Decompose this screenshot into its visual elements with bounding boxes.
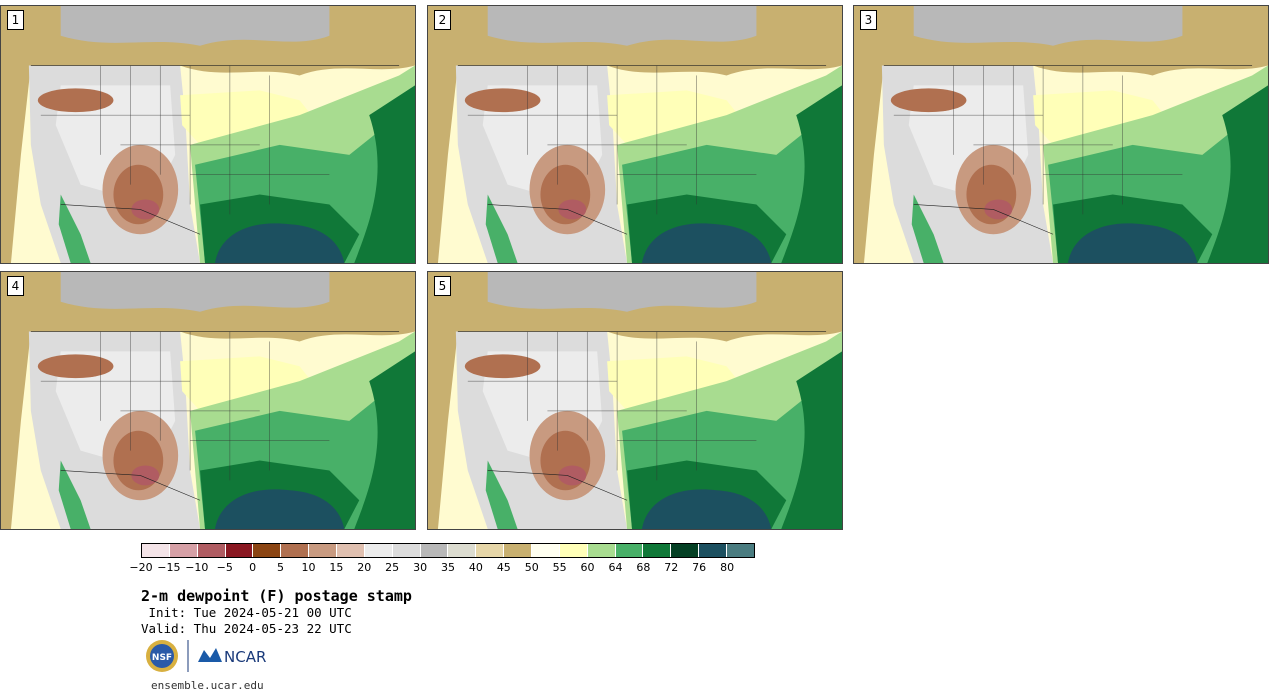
colorbar-tick-label: −5 (216, 561, 233, 574)
colorbar-tick-label: 72 (664, 561, 679, 574)
colorbar-swatch (615, 544, 644, 557)
colorbar-swatch (364, 544, 393, 557)
colorbar-swatch (699, 544, 728, 557)
colorbar-tick-label: 30 (413, 561, 428, 574)
colorbar-tick-label: 64 (608, 561, 623, 574)
colorbar-tick-label: 20 (357, 561, 372, 574)
map-panel-1[interactable]: 1 (0, 5, 416, 264)
colorbar-tick-label: 50 (524, 561, 539, 574)
panel-label: 2 (434, 10, 451, 30)
dewpoint-map (1, 6, 415, 263)
colorbar-swatch (420, 544, 449, 557)
svg-text:NSF: NSF (152, 653, 172, 663)
panel-label: 5 (434, 276, 451, 296)
colorbar-tick-label: 15 (329, 561, 344, 574)
colorbar-tick-label: 25 (385, 561, 400, 574)
colorbar-swatch (337, 544, 365, 557)
colorbar-tick-label: 0 (249, 561, 257, 574)
map-panel-3[interactable]: 3 (853, 5, 1269, 264)
map-panel-4[interactable]: 4 (0, 271, 416, 530)
colorbar-tick-label: 35 (441, 561, 455, 574)
init-time: Init: Tue 2024-05-21 00 UTC (141, 605, 352, 620)
colorbar-swatch (197, 544, 226, 557)
colorbar-swatch (309, 544, 338, 557)
colorbar-swatch (225, 544, 254, 557)
colorbar-swatch (504, 544, 533, 557)
colorbar-swatch (392, 544, 421, 557)
colorbar-ticks: −20 −15 −10 −5 0 5 10 15 20 25 30 35 40 45 50 55 60 64 68 7… (129, 561, 755, 575)
colorbar-tick-label: 80 (720, 561, 735, 574)
nsf-ncar-logo: NSF NCAR (146, 640, 266, 672)
panel-label: 4 (7, 276, 24, 296)
colorbar-swatch (532, 544, 560, 557)
panel-label: 3 (860, 10, 877, 30)
colorbar-tick-label: 68 (636, 561, 651, 574)
website-url[interactable]: ensemble.ucar.edu (151, 679, 264, 692)
colorbar-tick-label: −20 (129, 561, 153, 574)
panel-label: 1 (7, 10, 24, 30)
dewpoint-map (428, 6, 842, 263)
colorbar (141, 543, 755, 558)
colorbar-tick-label: 45 (496, 561, 511, 574)
colorbar-swatch (587, 544, 616, 557)
colorbar-tick-label: 5 (277, 561, 285, 574)
colorbar-tick-label: −10 (185, 561, 209, 574)
map-panel-2[interactable]: 2 (427, 5, 843, 264)
map-panel-5[interactable]: 5 (427, 271, 843, 530)
colorbar-swatch (476, 544, 505, 557)
colorbar-tick-label: 76 (692, 561, 707, 574)
dewpoint-map (428, 272, 842, 529)
colorbar-swatch (253, 544, 282, 557)
figure-title: 2-m dewpoint (F) postage stamp (141, 587, 412, 605)
colorbar-tick-label: 60 (580, 561, 595, 574)
colorbar-swatch (142, 544, 170, 557)
dewpoint-map (1, 272, 415, 529)
colorbar-swatch (671, 544, 700, 557)
colorbar-tick-label: 55 (552, 561, 567, 574)
colorbar-swatch (281, 544, 310, 557)
colorbar-swatch (559, 544, 588, 557)
colorbar-tick-label: 40 (468, 561, 483, 574)
colorbar-swatch (448, 544, 477, 557)
dewpoint-map (854, 6, 1268, 263)
colorbar-swatch (727, 544, 754, 557)
logos: NSF NCAR (144, 638, 274, 674)
colorbar-swatch (169, 544, 198, 557)
colorbar-tick-label: −15 (157, 561, 181, 574)
svg-text:NCAR: NCAR (224, 648, 266, 666)
colorbar-swatch (643, 544, 672, 557)
valid-time: Valid: Thu 2024-05-23 22 UTC (141, 621, 352, 636)
colorbar-tick-label: 10 (301, 561, 316, 574)
